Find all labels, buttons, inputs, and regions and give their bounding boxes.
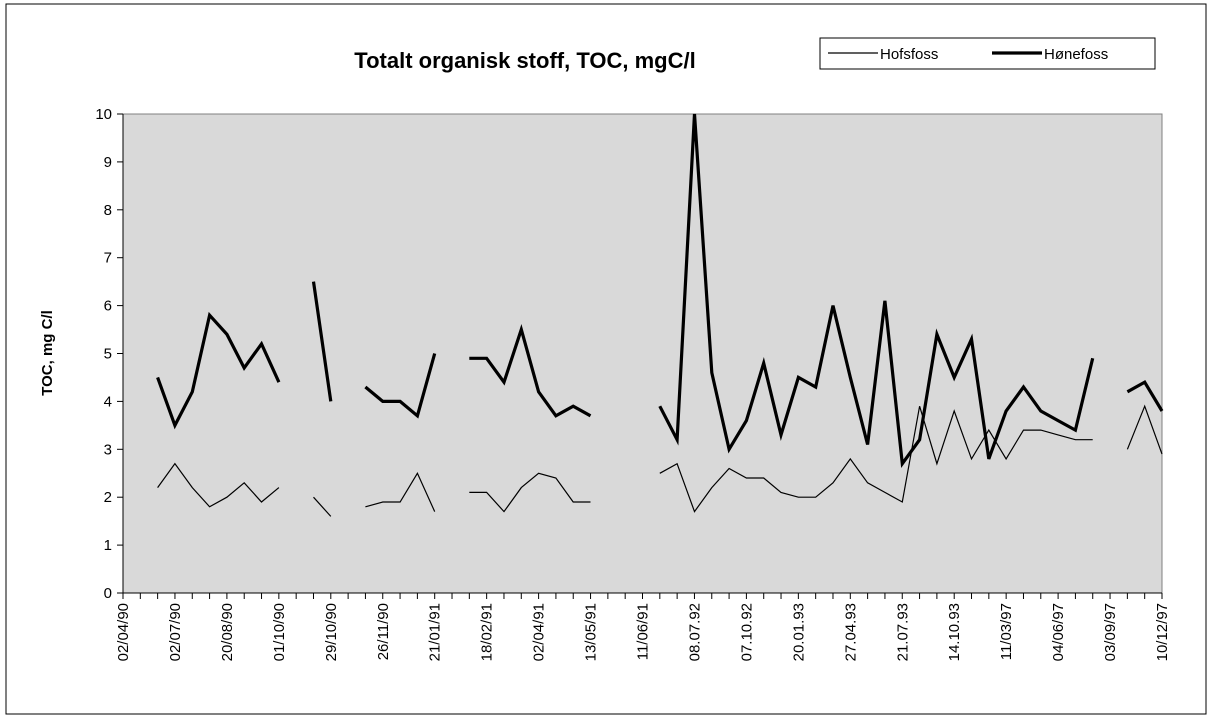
y-tick-label: 4 bbox=[104, 393, 112, 410]
x-tick-label: 03/09/97 bbox=[1102, 603, 1119, 661]
x-tick-label: 29/10/90 bbox=[323, 603, 340, 661]
x-tick-label: 02/04/91 bbox=[531, 603, 548, 661]
x-tick-label: 20/08/90 bbox=[219, 603, 236, 661]
x-tick-label: 13/05/91 bbox=[583, 603, 600, 661]
x-tick-label: 11/03/97 bbox=[998, 603, 1015, 660]
legend-label: Hønefoss bbox=[1044, 46, 1108, 63]
y-tick-label: 6 bbox=[104, 298, 112, 315]
series-line bbox=[156, 113, 1164, 469]
x-tick-label: 21.07.93 bbox=[894, 603, 911, 661]
x-tick-label: 01/10/90 bbox=[271, 603, 288, 661]
x-tick-label: 10/12/97 bbox=[1154, 603, 1171, 661]
y-tick-label: 1 bbox=[104, 537, 112, 554]
y-tick-label: 10 bbox=[95, 106, 112, 123]
y-tick-label: 9 bbox=[104, 154, 112, 171]
x-tick-label: 11/06/91 bbox=[635, 603, 652, 660]
x-tick-label: 14.10.93 bbox=[946, 603, 963, 661]
x-tick-label: 07.10.92 bbox=[738, 603, 755, 661]
y-axis-label: TOC, mg C/l bbox=[39, 310, 56, 396]
x-tick-label: 02/04/90 bbox=[115, 603, 132, 661]
x-tick-label: 02/07/90 bbox=[167, 603, 184, 661]
x-tick-label: 26/11/90 bbox=[375, 603, 392, 660]
y-tick-label: 3 bbox=[104, 441, 112, 458]
y-tick-label: 5 bbox=[104, 346, 112, 363]
y-tick-label: 8 bbox=[104, 202, 112, 219]
x-tick-label: 18/02/91 bbox=[479, 603, 496, 661]
legend-label: Hofsfoss bbox=[880, 46, 938, 63]
x-tick-label: 04/06/97 bbox=[1050, 603, 1067, 661]
y-tick-label: 0 bbox=[104, 585, 112, 602]
plot-area bbox=[122, 113, 1163, 594]
chart-title: Totalt organisk stoff, TOC, mgC/l bbox=[354, 48, 695, 73]
series-line bbox=[157, 404, 1163, 517]
x-tick-label: 20.01.93 bbox=[790, 603, 807, 661]
x-tick-label: 08.07.92 bbox=[686, 603, 703, 661]
y-tick-label: 2 bbox=[104, 489, 112, 506]
y-tick-label: 7 bbox=[104, 250, 112, 267]
x-tick-label: 27.04.93 bbox=[842, 603, 859, 661]
x-tick-label: 21/01/91 bbox=[427, 603, 444, 661]
